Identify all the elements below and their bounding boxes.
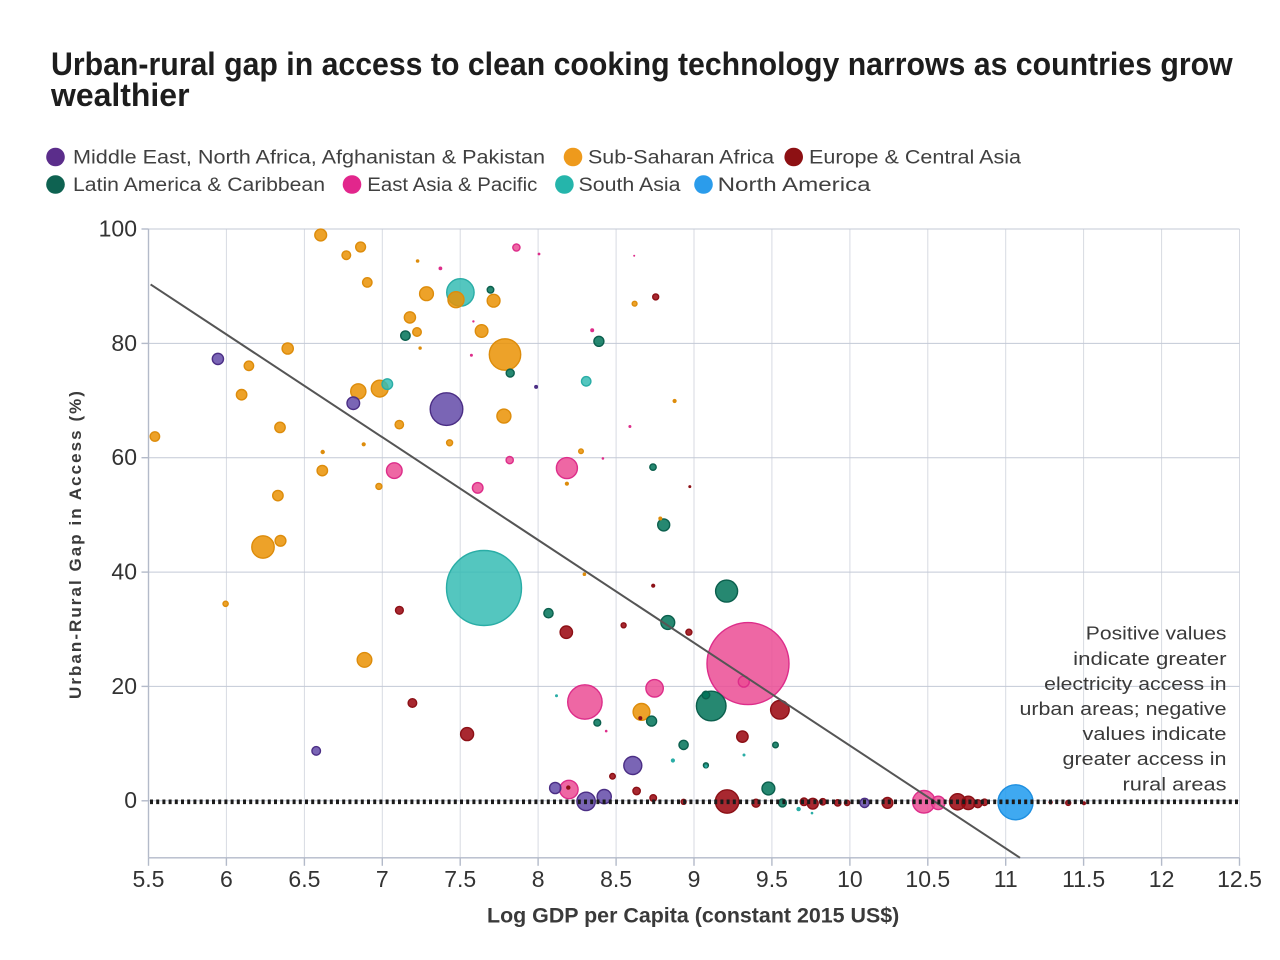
svg-text:electricity access in: electricity access in xyxy=(1044,673,1226,694)
svg-text:11.5: 11.5 xyxy=(1062,866,1105,892)
svg-text:8: 8 xyxy=(532,866,545,892)
svg-text:9: 9 xyxy=(688,866,701,892)
svg-text:12: 12 xyxy=(1149,866,1175,892)
svg-text:5.5: 5.5 xyxy=(133,866,165,892)
svg-text:10.5: 10.5 xyxy=(905,866,950,892)
svg-text:7.5: 7.5 xyxy=(444,866,476,892)
svg-text:12.5: 12.5 xyxy=(1217,866,1262,892)
svg-text:6.5: 6.5 xyxy=(288,866,320,892)
svg-text:Sub-Saharan Africa: Sub-Saharan Africa xyxy=(588,148,774,169)
svg-text:Europe & Central Asia: Europe & Central Asia xyxy=(809,148,1021,169)
svg-text:0: 0 xyxy=(124,787,137,813)
svg-text:Positive values: Positive values xyxy=(1086,623,1227,644)
svg-text:South Asia: South Asia xyxy=(579,175,681,196)
svg-text:20: 20 xyxy=(111,673,137,699)
svg-text:8.5: 8.5 xyxy=(600,866,632,892)
svg-text:North America: North America xyxy=(718,175,872,196)
svg-text:wealthier: wealthier xyxy=(50,77,189,113)
svg-text:80: 80 xyxy=(111,330,137,356)
svg-text:40: 40 xyxy=(111,559,137,585)
svg-text:6: 6 xyxy=(220,866,233,892)
svg-text:rural areas: rural areas xyxy=(1123,773,1227,794)
svg-text:greater access in: greater access in xyxy=(1063,748,1227,769)
svg-text:100: 100 xyxy=(99,215,137,241)
svg-text:Log GDP per Capita (constant 2: Log GDP per Capita (constant 2015 US$) xyxy=(487,904,899,928)
svg-text:urban areas; negative: urban areas; negative xyxy=(1020,698,1227,719)
svg-text:indicate greater: indicate greater xyxy=(1073,648,1226,669)
svg-text:7: 7 xyxy=(376,866,389,892)
svg-text:9.5: 9.5 xyxy=(756,866,788,892)
svg-text:Latin America & Caribbean: Latin America & Caribbean xyxy=(73,175,325,196)
svg-text:11: 11 xyxy=(994,866,1018,892)
svg-text:Urban-rural gap in access to c: Urban-rural gap in access to clean cooki… xyxy=(51,46,1233,82)
svg-text:10: 10 xyxy=(837,866,863,892)
svg-text:60: 60 xyxy=(111,444,137,470)
svg-text:Middle East, North Africa, Afg: Middle East, North Africa, Afghanistan &… xyxy=(73,148,545,169)
svg-text:values indicate: values indicate xyxy=(1083,723,1227,744)
svg-text:Urban-Rural Gap in Access (%): Urban-Rural Gap in Access (%) xyxy=(66,391,85,699)
svg-text:East Asia & Pacific: East Asia & Pacific xyxy=(367,175,537,196)
